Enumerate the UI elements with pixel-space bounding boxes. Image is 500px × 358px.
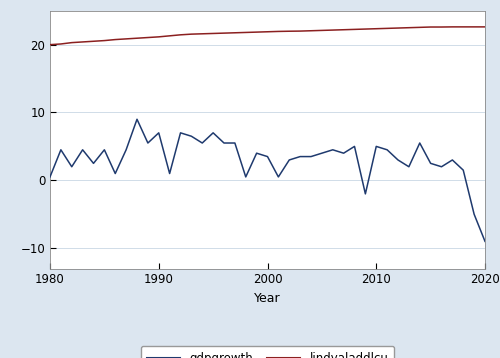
X-axis label: Year: Year — [254, 292, 281, 305]
Legend: gdpgrowth, lindvaladdlcu: gdpgrowth, lindvaladdlcu — [140, 346, 394, 358]
